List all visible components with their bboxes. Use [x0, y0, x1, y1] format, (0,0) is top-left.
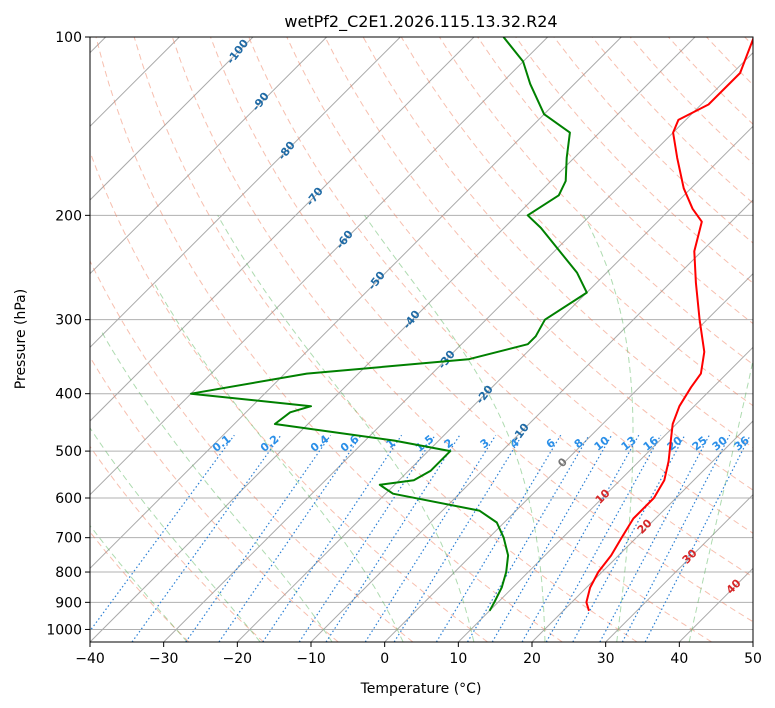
x-tick-label: 0 [380, 651, 389, 667]
isotherm-line [531, 420, 753, 642]
isotherm-line [90, 37, 696, 642]
isotherm-line [90, 37, 549, 496]
x-tick-label: 40 [670, 651, 688, 667]
isotherm-line [457, 346, 753, 642]
plot-frame [89, 36, 754, 643]
y-tick-label: 100 [55, 30, 82, 46]
dry-adiabat [95, 37, 563, 642]
isotherm-line [90, 37, 622, 570]
y-tick-label: 200 [55, 208, 82, 224]
mixing-ratio-line [393, 434, 523, 642]
isotherm-line [384, 272, 753, 642]
y-tick-label: 300 [55, 313, 82, 329]
mixing-ratio-line [218, 434, 362, 642]
y-axis-ticks: 100 200 300 400 500 600 700 800 900 1000 [46, 30, 90, 638]
mixing-ratio-line [90, 434, 235, 632]
mixing-ratio-line [325, 434, 461, 642]
isotherm-line [90, 37, 401, 349]
dry-adiabat [210, 37, 753, 623]
x-axis-ticks: −40 −30 −20 −10 0 10 20 30 40 50 [75, 642, 762, 667]
mixing-ratio-line [262, 434, 403, 642]
moist-adiabat [364, 215, 546, 642]
y-tick-label: 900 [55, 595, 82, 611]
y-tick-label: 700 [55, 531, 82, 547]
x-tick-label: 10 [449, 651, 467, 667]
isotherm-line [90, 37, 328, 275]
x-tick-label: −10 [296, 651, 326, 667]
dry-adiabat [133, 37, 638, 642]
mixing-ratio-line [599, 434, 710, 642]
moist-adiabat [90, 524, 188, 642]
isotherm-line [236, 125, 753, 642]
y-tick-label: 400 [55, 387, 82, 403]
dry-adiabat [171, 37, 712, 642]
moist-adiabat [101, 331, 333, 642]
y-tick-label: 1000 [46, 622, 82, 638]
dewpoint-profile [190, 37, 588, 612]
x-tick-label: −40 [75, 651, 105, 667]
moist-adiabat [217, 215, 475, 642]
mixing-ratio-line [298, 434, 436, 642]
mixing-ratio-line [545, 434, 662, 642]
isotherm-line [90, 37, 254, 201]
temperature-profile [585, 37, 753, 612]
chart-title: wetPf2_C2E1.2026.115.13.32.R24 [284, 12, 557, 32]
mixing-ratio-line [621, 434, 731, 642]
dry-adiabat [286, 37, 753, 534]
isotherm-line [163, 51, 753, 642]
mixing-ratio-line [131, 434, 282, 642]
dry-adiabat [90, 259, 414, 642]
y-tick-label: 800 [55, 565, 82, 581]
dry-adiabat [90, 445, 264, 642]
y-tick-label: 500 [55, 444, 82, 460]
x-tick-label: −20 [223, 651, 253, 667]
dry-adiabat [324, 37, 753, 491]
chart-gridlines [90, 37, 753, 642]
x-tick-label: 50 [744, 651, 762, 667]
x-tick-label: −30 [149, 651, 179, 667]
y-axis-title: Pressure (hPa) [13, 289, 29, 389]
moist-adiabat [90, 427, 261, 642]
dry-adiabat [90, 356, 339, 642]
isotherm-line [90, 37, 475, 422]
sounding-profiles [190, 37, 753, 612]
thermodynamic-guide-lines [90, 37, 753, 642]
mixing-ratio-line [644, 434, 751, 642]
isotherm-line [605, 493, 753, 642]
moist-adiabat [583, 215, 634, 642]
x-axis-title: Temperature (°C) [360, 681, 482, 697]
mixing-ratio-line [364, 434, 497, 642]
x-tick-label: 30 [597, 651, 615, 667]
dry-adiabat [248, 37, 753, 578]
dry-adiabat [515, 37, 753, 284]
mixing-ratio-line [435, 434, 562, 642]
y-tick-label: 600 [55, 491, 82, 507]
x-tick-label: 20 [523, 651, 541, 667]
